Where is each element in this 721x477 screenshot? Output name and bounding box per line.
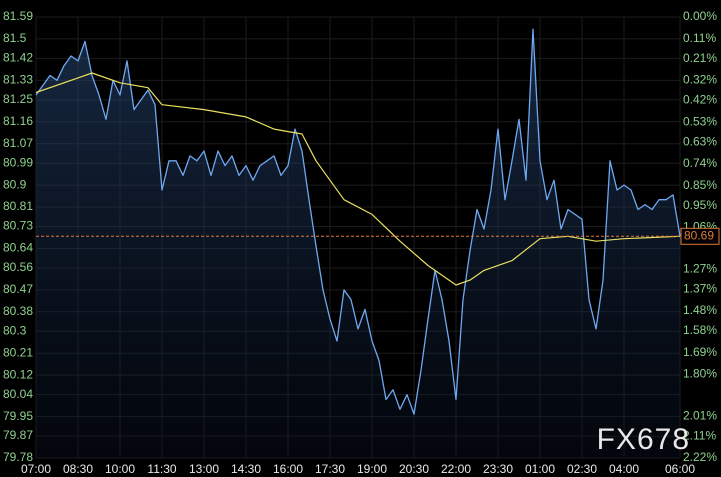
y-tick-label: 80.38: [3, 304, 33, 318]
y-tick-label: 80.64: [3, 241, 33, 255]
y-tick-label: 81.07: [3, 136, 33, 150]
y2-tick-label: 0.85%: [683, 178, 717, 192]
y-tick-label: 80.81: [3, 199, 33, 213]
y-tick-label: 80.47: [3, 282, 33, 296]
x-tick-label: 10:00: [105, 462, 135, 476]
x-tick-label: 08:30: [63, 462, 93, 476]
y2-tick-label: 1.27%: [683, 261, 717, 275]
y-tick-label: 80.9: [3, 177, 27, 191]
y2-tick-label: 0.74%: [683, 156, 717, 170]
watermark: FX678: [597, 423, 690, 456]
y-tick-label: 81.5: [3, 31, 27, 45]
average-line: [35, 72, 681, 286]
x-tick-label: 16:00: [273, 462, 303, 476]
y-tick-label: 80.21: [3, 345, 33, 359]
y-tick-label: 79.78: [3, 450, 33, 464]
y-tick-label: 80.73: [3, 219, 33, 233]
y2-tick-label: 0.21%: [683, 51, 717, 65]
y2-tick-label: 1.37%: [683, 281, 717, 295]
last-price-box: [680, 227, 720, 245]
y2-tick-label: 0.32%: [683, 73, 717, 87]
x-tick-label: 20:30: [399, 462, 429, 476]
x-tick-label: 01:00: [525, 462, 555, 476]
y-tick-label: 80.99: [3, 155, 33, 169]
x-tick-label: 06:00: [665, 462, 695, 476]
y-tick-label: 80.56: [3, 260, 33, 274]
x-tick-label: 11:30: [147, 462, 176, 476]
x-tick-label: 14:30: [231, 462, 261, 476]
price-line: [35, 28, 681, 415]
y2-tick-label: 0.63%: [683, 134, 717, 148]
x-tick-label: 02:30: [567, 462, 597, 476]
y2-tick-label: 1.58%: [683, 323, 717, 337]
y2-tick-label: 2.11%: [683, 428, 716, 442]
x-tick-label: 17:30: [315, 462, 345, 476]
y2-tick-label: 0.95%: [683, 198, 717, 212]
y2-tick-label: 0.00%: [683, 9, 717, 23]
y2-tick-label: 1.69%: [683, 345, 717, 359]
last-price-label: 80.69: [684, 228, 714, 242]
y2-tick-label: 2.22%: [683, 450, 717, 464]
x-tick-label: 22:00: [441, 462, 471, 476]
y2-tick-label: 0.53%: [683, 114, 717, 128]
y-tick-label: 80.3: [3, 323, 27, 337]
y2-tick-label: 0.11%: [683, 31, 716, 45]
y-tick-label: 81.42: [3, 51, 33, 65]
x-tick-label: 13:00: [189, 462, 219, 476]
area: [36, 29, 680, 458]
x-tick-label: 19:00: [357, 462, 387, 476]
y-tick-label: 80.12: [3, 367, 33, 381]
y-tick-label: 81.16: [3, 114, 33, 128]
y2-tick-label: 2.01%: [683, 408, 717, 422]
y-tick-label: 81.33: [3, 73, 33, 87]
x-tick-label: 07:00: [21, 462, 51, 476]
y2-tick-label: 1.80%: [683, 367, 717, 381]
x-tick-label: 23:30: [483, 462, 513, 476]
x-tick-label: 04:00: [609, 462, 639, 476]
y-tick-label: 80.04: [3, 387, 33, 401]
y2-tick-label: 0.42%: [683, 93, 717, 107]
y2-tick-label: 1.48%: [683, 303, 717, 317]
y-tick-label: 81.25: [3, 92, 33, 106]
y-tick-label: 79.87: [3, 428, 33, 442]
y-tick-label: 79.95: [3, 409, 33, 423]
y-tick-label: 81.59: [3, 9, 33, 23]
